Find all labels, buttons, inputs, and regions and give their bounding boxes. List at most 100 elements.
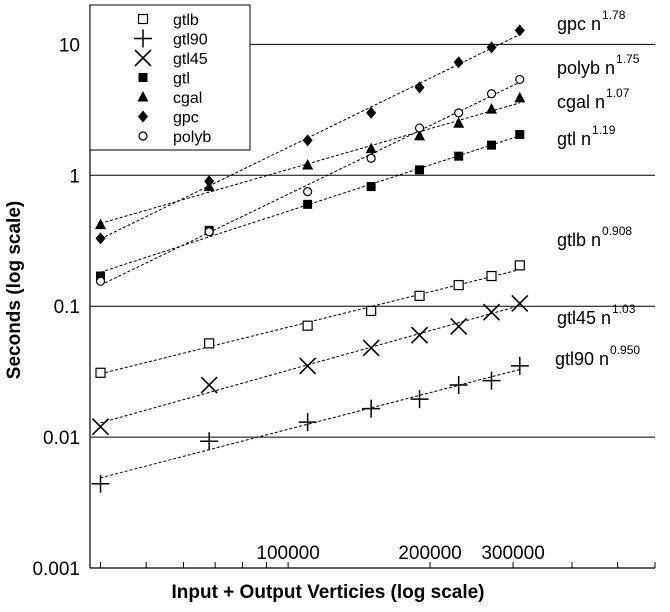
data-point-gtlb	[366, 305, 377, 317]
data-point-polyb	[95, 276, 106, 286]
data-point-gtl90	[410, 390, 429, 409]
data-point-polyb	[366, 153, 376, 163]
marker-shape	[302, 320, 313, 331]
data-point-gtl	[303, 199, 313, 209]
annotation-base: polyb n	[557, 58, 615, 78]
data-point-cgal	[365, 142, 377, 154]
data-point-gtl90	[91, 474, 110, 493]
marker-shape	[137, 13, 149, 25]
legend-marker-gtl90	[134, 29, 152, 48]
legend-marker-gtlb	[137, 13, 149, 25]
marker-shape	[515, 74, 525, 85]
data-point-gpc	[366, 106, 377, 119]
marker-shape	[204, 227, 214, 237]
marker-shape	[414, 290, 425, 301]
marker-shape	[514, 260, 525, 271]
data-point-gtlb	[514, 260, 525, 271]
data-point-gtl	[515, 129, 525, 139]
marker-shape	[450, 317, 468, 336]
legend-marker-cgal	[137, 91, 149, 102]
legend-label: gpc	[173, 110, 199, 127]
marker-shape	[454, 108, 464, 118]
marker-shape	[91, 418, 110, 436]
legend-label: gtl	[173, 71, 190, 88]
annotation-exponent: 0.950	[610, 343, 640, 357]
legend-marker-gpc	[138, 110, 148, 123]
marker-shape	[137, 91, 149, 102]
legend-label: gtl45	[173, 51, 208, 68]
marker-shape	[204, 175, 215, 188]
annotation-gtl45: gtl45 n1.03	[557, 302, 636, 328]
marker-shape	[485, 103, 497, 114]
marker-shape	[414, 123, 425, 133]
marker-shape	[514, 24, 525, 37]
legend-marker-polyb	[138, 131, 148, 141]
marker-shape	[453, 56, 464, 69]
data-point-polyb	[515, 74, 525, 85]
x-tick-label: 100000	[256, 543, 319, 564]
marker-shape	[514, 91, 526, 103]
annotation-exponent: 1.78	[602, 8, 626, 22]
y-tick-label: 0.01	[43, 428, 80, 449]
marker-shape	[486, 270, 497, 282]
data-point-gtlb	[95, 367, 106, 378]
data-point-gtl90	[449, 376, 468, 395]
annotation-gtl90: gtl90 n0.950	[555, 343, 640, 369]
data-point-gtl45	[410, 326, 429, 344]
marker-shape	[454, 151, 464, 161]
data-point-polyb	[204, 227, 214, 237]
annotation-exponent: 1.03	[612, 302, 636, 316]
marker-shape	[138, 73, 148, 82]
data-point-gtlb	[302, 320, 313, 331]
marker-shape	[482, 303, 501, 321]
legend-label: gtl90	[173, 32, 208, 49]
data-point-gtl90	[200, 432, 219, 451]
y-axis-title: Seconds (log scale)	[4, 201, 25, 379]
annotation-polyb: polyb n1.75	[557, 52, 640, 78]
marker-shape	[366, 153, 376, 163]
legend-label: cgal	[173, 90, 202, 107]
marker-shape	[134, 49, 152, 67]
data-point-gtl45	[91, 418, 110, 436]
data-point-polyb	[486, 89, 497, 99]
data-point-gpc	[302, 134, 313, 147]
data-point-gpc	[514, 24, 525, 37]
data-point-gtl	[454, 151, 464, 161]
marker-shape	[95, 232, 106, 245]
marker-shape	[515, 129, 525, 139]
marker-shape	[486, 89, 497, 99]
data-point-polyb	[414, 123, 425, 133]
annotation-exponent: 1.07	[606, 86, 630, 100]
y-tick-labels: 0.001 0.01 0.1 1 10	[32, 35, 80, 580]
data-point-gtl45	[482, 303, 501, 321]
marker-shape	[299, 357, 317, 375]
data-point-gtlb	[414, 290, 425, 301]
marker-shape	[302, 158, 314, 170]
data-point-gtl45	[450, 317, 468, 336]
x-axis-title: Input + Output Verticies (log scale)	[171, 582, 484, 603]
annotation-base: cgal n	[557, 92, 605, 112]
data-point-cgal	[485, 103, 497, 114]
data-point-gtl45	[511, 294, 529, 312]
marker-shape	[96, 271, 106, 281]
data-markers	[91, 24, 529, 493]
marker-shape	[486, 41, 497, 54]
y-tick-label: 0.1	[54, 297, 80, 318]
annotation-base: gtl90 n	[555, 349, 609, 369]
marker-shape	[366, 182, 376, 192]
trendline-gtl90	[100, 368, 520, 479]
x-tick-labels: 100000 200000 300000	[256, 543, 544, 564]
legend-marker-gtl	[138, 73, 148, 82]
annotation-gtlb: gtlb n0.908	[557, 224, 632, 250]
x-tick-label: 200000	[398, 543, 461, 564]
annotation-base: gpc n	[557, 14, 601, 34]
annotation-base: gtl45 n	[557, 308, 611, 328]
annotation-base: gtl n	[557, 129, 591, 149]
data-point-gpc	[95, 232, 106, 245]
marker-shape	[204, 338, 215, 349]
data-point-gtl45	[299, 357, 317, 375]
marker-shape	[453, 279, 464, 291]
data-point-gtl	[366, 182, 376, 192]
marker-shape	[453, 117, 465, 128]
